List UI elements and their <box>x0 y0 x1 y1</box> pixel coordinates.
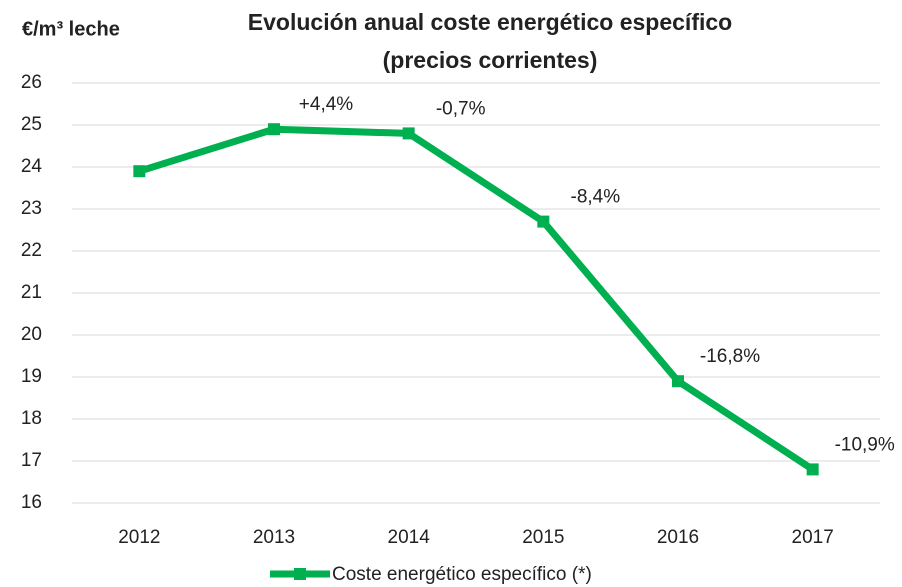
y-axis-label: €/m³ leche <box>22 18 120 40</box>
annotation: -10,9% <box>835 434 895 455</box>
y-tick-label: 17 <box>21 450 42 471</box>
x-tick-label: 2013 <box>253 527 295 548</box>
chart-title: Evolución anual coste energético específ… <box>248 9 732 35</box>
point-marker <box>672 375 684 388</box>
y-tick-label: 26 <box>21 72 42 93</box>
y-tick-label: 24 <box>21 156 43 177</box>
chart-subtitle: (precios corrientes) <box>383 47 598 73</box>
legend-marker <box>294 568 306 580</box>
x-tick-label: 2015 <box>522 527 564 548</box>
y-tick-label: 22 <box>21 240 42 261</box>
series-line <box>138 125 815 473</box>
y-tick-label: 20 <box>21 324 42 345</box>
y-tick-label: 18 <box>21 408 42 429</box>
y-tick-label: 23 <box>21 198 42 219</box>
y-tick-label: 25 <box>21 114 42 135</box>
y-tick-label: 19 <box>21 366 42 387</box>
point-marker <box>268 123 280 136</box>
annotation: +4,4% <box>299 94 354 115</box>
x-tick-label: 2016 <box>657 527 699 548</box>
annotation: -8,4% <box>571 187 621 208</box>
legend-label: Coste energético específico (*) <box>332 564 592 585</box>
x-tick-label: 2017 <box>792 527 834 548</box>
y-tick-label: 16 <box>21 492 42 513</box>
x-tick-label: 2014 <box>388 527 431 548</box>
point-marker <box>806 463 819 476</box>
point-marker <box>133 165 146 178</box>
point-marker <box>402 127 415 140</box>
annotation: -0,7% <box>436 98 486 119</box>
point-marker <box>537 215 550 228</box>
annotation: -16,8% <box>700 346 760 367</box>
x-tick-label: 2012 <box>118 527 160 548</box>
y-tick-label: 21 <box>21 282 42 303</box>
